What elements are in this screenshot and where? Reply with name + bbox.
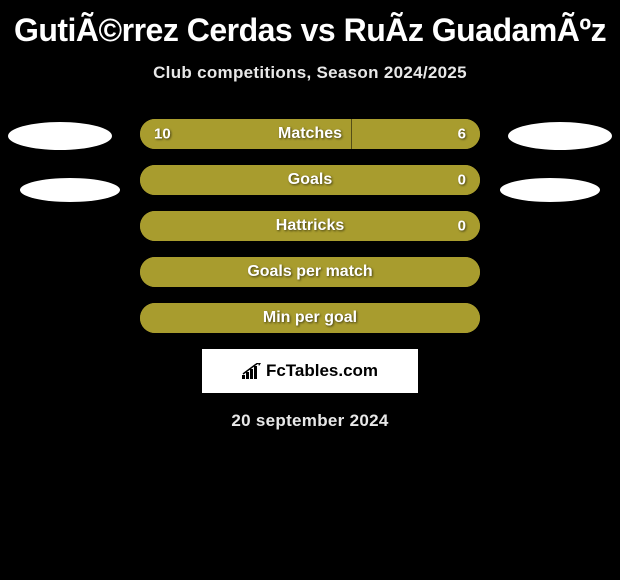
stat-row: Min per goal [140,303,480,333]
stat-bar: Matches 10 6 [140,119,480,149]
stat-value-right: 6 [458,126,466,143]
stat-row: Goals per match [140,257,480,287]
stat-divider [351,119,352,149]
logo-box[interactable]: FcTables.com [202,349,418,393]
stat-row: Goals 0 [140,165,480,195]
subtitle: Club competitions, Season 2024/2025 [0,63,620,83]
stat-bar: Goals 0 [140,165,480,195]
stat-bar: Goals per match [140,257,480,287]
stat-label: Hattricks [276,217,344,235]
stat-value-right: 0 [458,218,466,235]
page-title: GutiÃ©rrez Cerdas vs RuÃz GuadamÃºz [0,0,620,49]
logo-label: FcTables.com [266,361,378,381]
stat-row: Matches 10 6 [140,119,480,149]
stats-container: Matches 10 6 Goals 0 Hattricks 0 Goals per matc… [0,119,620,333]
stat-value-right: 0 [458,172,466,189]
stat-bar: Hattricks 0 [140,211,480,241]
stat-label: Matches [278,125,342,143]
chart-icon [242,363,262,379]
logo-text: FcTables.com [242,361,378,381]
stat-label: Min per goal [263,309,357,327]
stat-bar: Min per goal [140,303,480,333]
stat-label: Goals [288,171,332,189]
footer-date: 20 september 2024 [0,411,620,431]
stat-value-left: 10 [154,126,171,143]
stat-label: Goals per match [247,263,372,281]
stat-row: Hattricks 0 [140,211,480,241]
